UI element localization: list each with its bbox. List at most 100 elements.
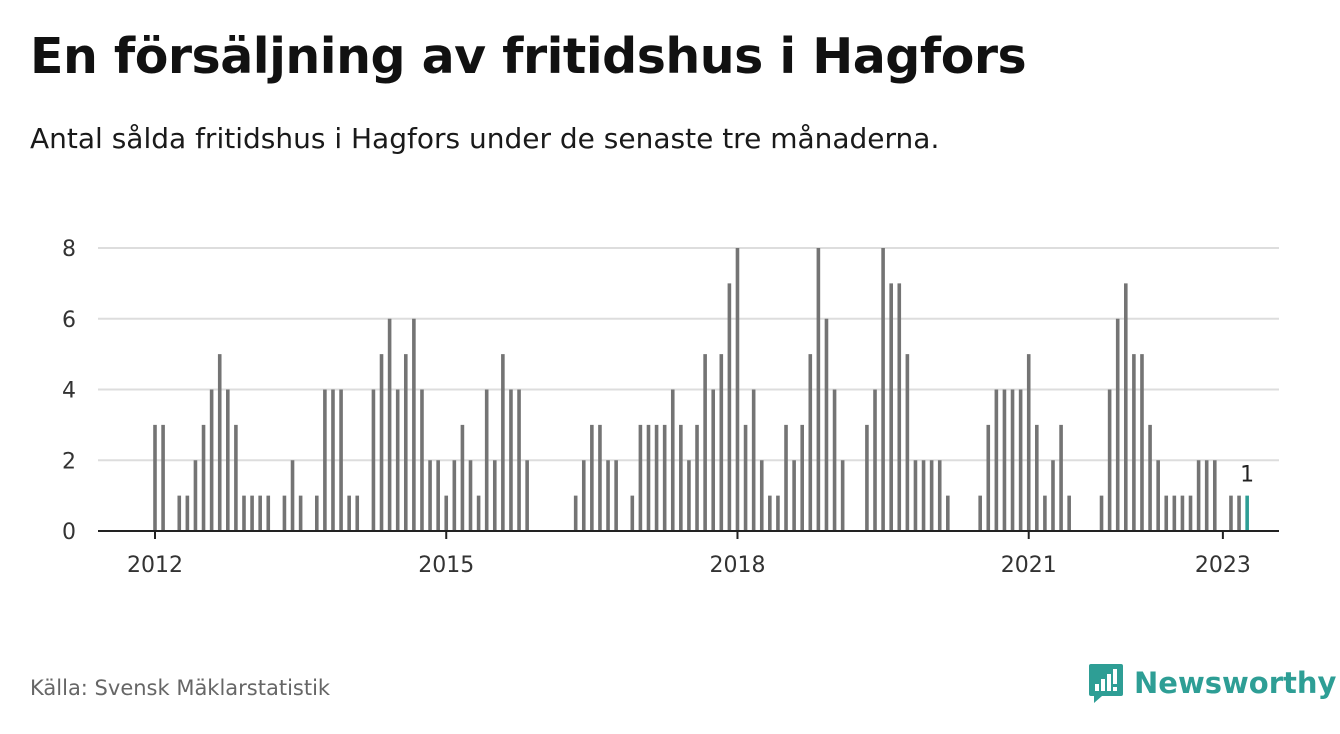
bar (509, 389, 513, 531)
bar (630, 495, 635, 531)
x-tick-label: 2015 (418, 553, 474, 578)
bar (881, 248, 885, 531)
bar (282, 495, 287, 531)
bar (331, 389, 335, 531)
bar (800, 424, 804, 531)
bar (662, 424, 667, 531)
bar (654, 424, 659, 531)
bar (403, 354, 408, 531)
bar (1212, 460, 1217, 531)
brand-name: Newsworthy (1134, 666, 1337, 700)
bar (153, 424, 157, 531)
bar (695, 424, 699, 531)
bar (1124, 283, 1128, 531)
bar (1172, 495, 1177, 531)
bar (371, 389, 376, 531)
bar (1132, 354, 1136, 531)
bar (428, 460, 432, 531)
data-label-latest: 1 (1240, 463, 1254, 488)
bar (1164, 495, 1169, 531)
bar (824, 318, 829, 531)
bar (1180, 495, 1185, 531)
newsworthy-logo-icon (1089, 664, 1123, 703)
bar (1051, 460, 1055, 531)
gridlines (98, 247, 1279, 462)
source-note: Källa: Svensk Mäklarstatistik (30, 676, 331, 700)
bar (258, 495, 262, 531)
bar-highlight (1245, 495, 1249, 531)
y-tick-label: 0 (62, 520, 76, 545)
bar (1018, 389, 1023, 531)
bar (937, 460, 942, 531)
bar (1188, 495, 1193, 531)
bar (776, 495, 780, 531)
y-tick-label: 8 (62, 237, 76, 262)
bar (315, 495, 319, 531)
bar (703, 354, 707, 531)
bar (460, 424, 465, 531)
bar (840, 460, 845, 531)
bar (808, 354, 813, 531)
bar (420, 389, 424, 531)
bar (598, 424, 602, 531)
bar (517, 389, 521, 531)
bar (468, 460, 473, 531)
bar (614, 460, 618, 531)
bar (670, 389, 675, 531)
bar (476, 495, 481, 531)
bar (816, 248, 821, 531)
brand-logo[interactable]: Newsworthy (1088, 660, 1336, 706)
bar (185, 495, 190, 531)
bar (994, 389, 999, 531)
bars: 1 (153, 248, 1254, 531)
bar (290, 460, 295, 531)
bar (339, 389, 343, 531)
bar (1026, 354, 1031, 531)
bar (412, 318, 416, 531)
bar (1196, 460, 1201, 531)
bar (266, 495, 271, 531)
bar (1059, 424, 1063, 531)
bar (250, 495, 254, 531)
bar (177, 495, 182, 531)
bar (492, 460, 497, 531)
bar (395, 389, 400, 531)
bar (865, 424, 869, 531)
y-tick-label: 2 (62, 449, 76, 474)
bar (590, 424, 594, 531)
bar (436, 460, 440, 531)
bar (1204, 460, 1209, 531)
bar (889, 283, 893, 531)
bar (751, 389, 756, 531)
bar (379, 354, 384, 531)
bar (638, 424, 643, 531)
bar (1148, 424, 1152, 531)
bar (727, 283, 732, 531)
bar (913, 460, 918, 531)
bar (323, 389, 327, 531)
axes: 0 2 4 6 8 2012 2015 2018 2021 2023 (62, 237, 1279, 578)
bar (1140, 354, 1144, 531)
bar (1010, 389, 1015, 531)
x-tick-label: 2023 (1195, 553, 1251, 578)
chart-subtitle: Antal sålda fritidshus i Hagfors under d… (30, 122, 940, 155)
bar (929, 460, 934, 531)
y-tick-label: 6 (62, 308, 76, 333)
bar (1035, 424, 1039, 531)
bar (444, 495, 449, 531)
bar (452, 460, 457, 531)
bar (832, 389, 837, 531)
x-tick-label: 2021 (1001, 553, 1057, 578)
bar (1099, 495, 1104, 531)
bar (606, 460, 610, 531)
bar (792, 460, 796, 531)
bar (355, 495, 360, 531)
bar (711, 389, 716, 531)
bar (679, 424, 683, 531)
bar (1237, 495, 1241, 531)
bar (234, 424, 238, 531)
bar (209, 389, 214, 531)
bar (1229, 495, 1233, 531)
bar (687, 460, 691, 531)
